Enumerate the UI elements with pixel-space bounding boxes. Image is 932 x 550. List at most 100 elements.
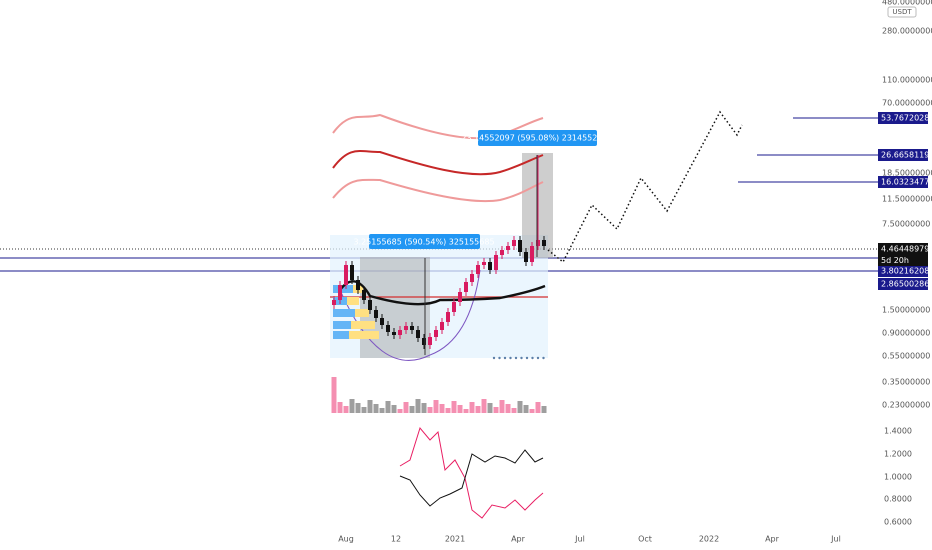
measure-label-box (478, 130, 597, 146)
candle-body (494, 255, 498, 270)
volume-bar (415, 399, 421, 413)
price-tag-box (878, 176, 928, 188)
countdown: 5d 20h (881, 256, 909, 265)
dot (520, 356, 523, 360)
dot-row (492, 356, 545, 360)
dot (536, 356, 540, 360)
volume-bar (523, 405, 529, 413)
candle-body (422, 338, 426, 345)
price-label: 0.90000000 (882, 329, 930, 338)
time-label: Oct (638, 535, 652, 544)
volume-bar (427, 407, 433, 413)
time-label: Apr (765, 535, 780, 544)
candle-body (446, 312, 450, 322)
candle-body (458, 292, 462, 302)
candle-body (344, 265, 348, 285)
volume-bar (331, 377, 337, 413)
indicator-label: 1.4000 (884, 427, 912, 436)
measure-label: 23.14552097 (595.08%) 2314552097 (461, 134, 612, 143)
price-label: 11.50000000 (882, 195, 932, 204)
time-label: Aug (338, 535, 354, 544)
price-label: 280.00000000 (882, 27, 932, 36)
price-tag-box (878, 243, 928, 255)
ma-band-mid (332, 149, 544, 176)
volume-bar (457, 405, 463, 413)
volume-bar (463, 409, 469, 413)
candle-body (410, 326, 414, 330)
price-tag: 16.03234774 (881, 178, 932, 187)
volume-bar (445, 408, 451, 413)
candle-body (404, 326, 408, 330)
price-tag-box (878, 265, 928, 277)
price-tag-box (878, 112, 928, 124)
candle-body (374, 310, 378, 318)
volume-bar (541, 406, 547, 413)
indicator-label: 0.8000 (884, 495, 912, 504)
candle-body (536, 240, 540, 246)
price-tag: 26.66581195 (881, 151, 932, 160)
candle-body (440, 322, 444, 330)
candles (332, 155, 546, 349)
price-label: 1.50000000 (882, 306, 930, 315)
candle-body (368, 300, 372, 310)
price-label: 110.00000000 (882, 76, 932, 85)
candle-body (482, 262, 486, 265)
candle-body (380, 318, 384, 325)
candle-body (464, 282, 468, 292)
volume-bar (409, 406, 415, 413)
candle-body (350, 265, 354, 280)
dot (531, 356, 534, 360)
candle-body (470, 274, 474, 282)
volume-bar (385, 401, 391, 413)
indicator-label: 1.2000 (884, 450, 912, 459)
candle-body (386, 325, 390, 332)
candle-body (356, 280, 360, 290)
candle-body (506, 246, 510, 250)
volume-bar (451, 401, 457, 413)
price-label: 7.50000000 (882, 220, 930, 229)
price-label: 0.55000000 (882, 352, 930, 361)
volume-bar (499, 400, 505, 413)
volume-bar (343, 406, 349, 413)
time-label: Apr (511, 535, 526, 544)
candle-body (500, 250, 504, 255)
candle-body (332, 300, 336, 305)
volume-bar (433, 400, 439, 413)
volume-bar (355, 403, 361, 413)
volume-bar (475, 406, 481, 413)
volume-bar (373, 404, 379, 413)
time-label: Jul (830, 535, 841, 544)
ma-band-upper (332, 113, 544, 140)
candle-body (512, 240, 516, 246)
volume-bar (535, 402, 541, 413)
measure-label: 3.25155685 (590.54%) 325155685 (353, 238, 494, 247)
volume-bar (529, 409, 535, 413)
volume-bar (469, 402, 475, 413)
volume-bar (361, 407, 367, 413)
candle-body (476, 265, 480, 274)
volume-bar (391, 405, 397, 413)
dot (492, 356, 496, 360)
candle-body (452, 302, 456, 312)
ma-line (339, 280, 546, 306)
currency: USDT (892, 8, 912, 16)
ma-band-lower (332, 178, 544, 203)
price-label: 18.50000000 (882, 169, 932, 178)
volume-bar (367, 400, 373, 413)
time-label: Jul (574, 535, 585, 544)
volume-bar (337, 402, 343, 413)
volume-bar (439, 404, 445, 413)
price-label: 70.00000000 (882, 99, 932, 108)
dot (498, 356, 501, 360)
time-label: 2021 (445, 535, 465, 544)
currency-box (887, 6, 917, 18)
countdown-box (878, 255, 928, 266)
time-label: 2022 (699, 535, 719, 544)
candle-body (530, 246, 534, 262)
candle-body (416, 330, 420, 338)
measure-label-box (369, 234, 480, 249)
volume-bar (379, 408, 385, 413)
price-tag: 4.46448979 (881, 245, 929, 254)
price-label: 0.35000000 (882, 378, 930, 387)
candle-body (428, 337, 432, 345)
